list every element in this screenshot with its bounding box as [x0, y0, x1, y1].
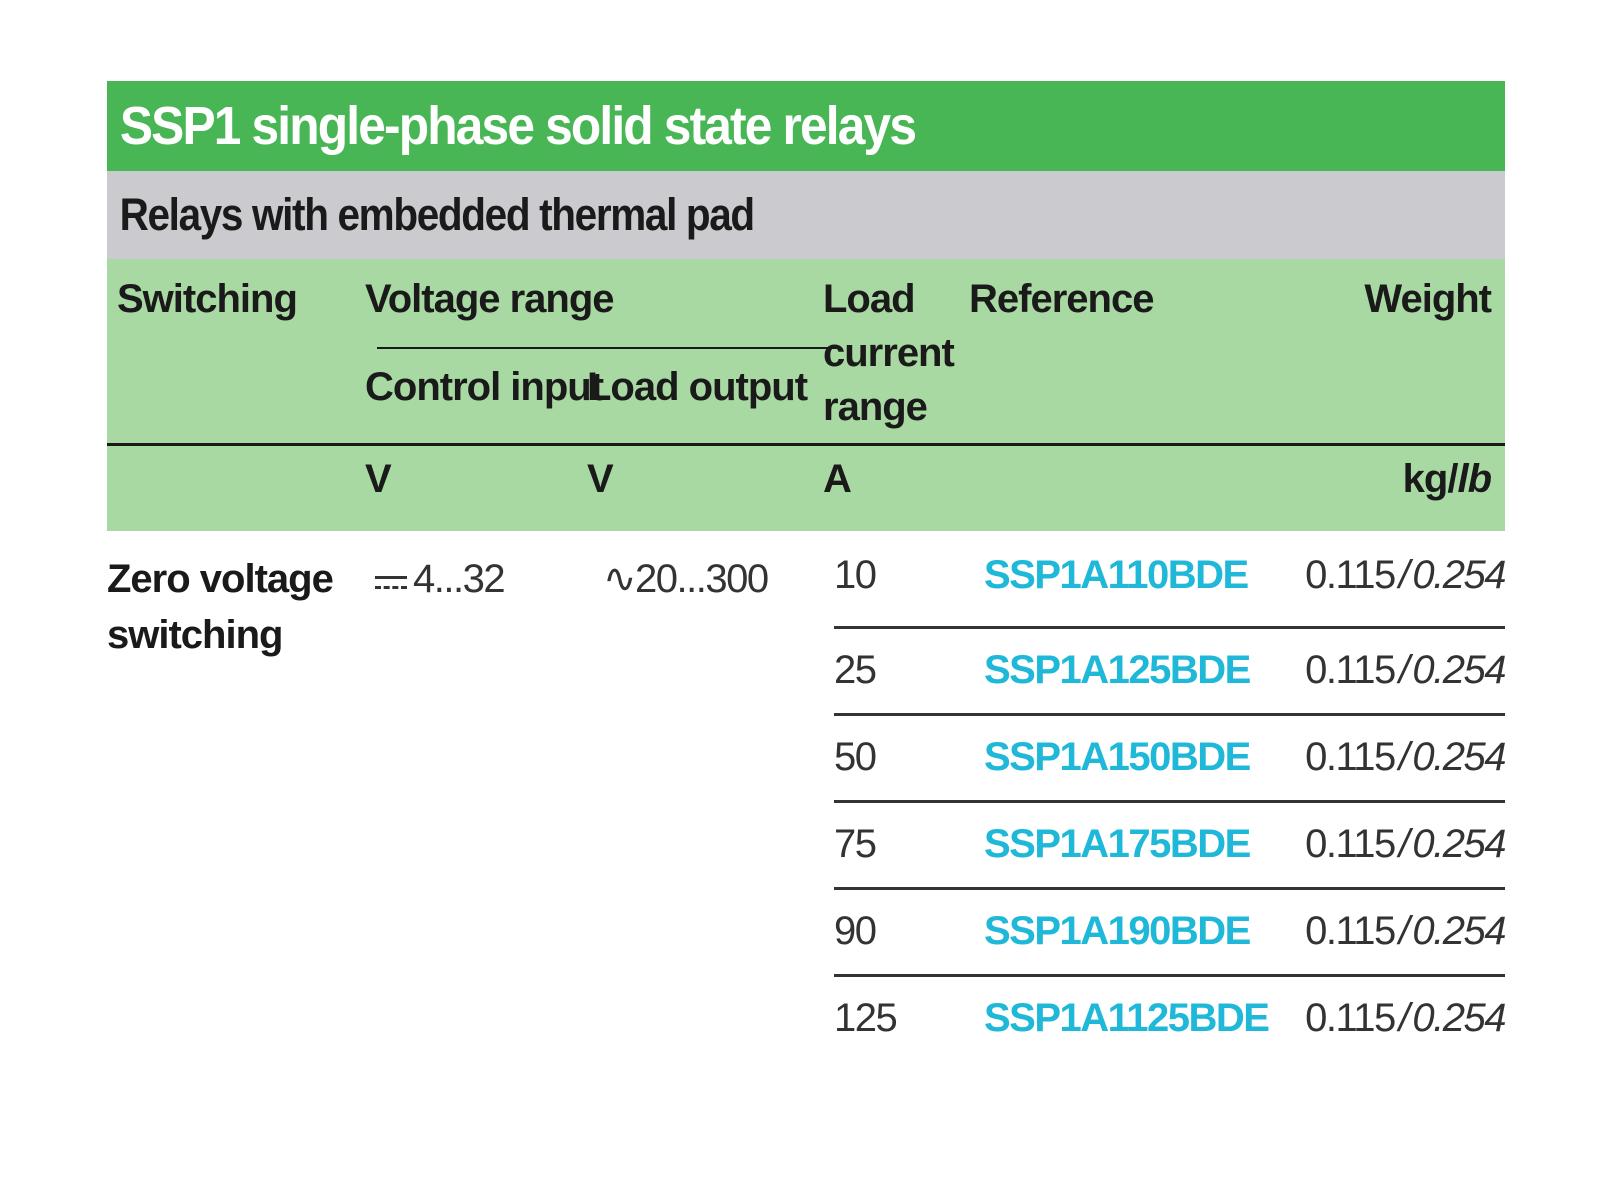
title-bar: SSP1 single-phase solid state relays	[107, 81, 1505, 171]
weight-lb: 0.254	[1412, 909, 1506, 953]
unit-load-current: A	[823, 457, 852, 501]
header-load-output: Load output	[587, 365, 808, 409]
weight-kg: 0.115	[1305, 735, 1396, 779]
row-divider	[834, 800, 1505, 803]
table-body: Zero voltage switching 4...32 ∿20...300 …	[107, 531, 1506, 1051]
unit-weight-kg: kg/	[1402, 457, 1459, 501]
weight-kg: 0.115	[1305, 996, 1396, 1040]
weight-slash: /	[1398, 996, 1410, 1040]
weight-value: 0.115/0.254	[1305, 996, 1506, 1041]
subtitle-bar: Relays with embedded thermal pad	[107, 171, 1505, 259]
reference-link[interactable]: SSP1A150BDE	[984, 735, 1251, 779]
weight-kg: 0.115	[1305, 822, 1396, 866]
table-row: 25 SSP1A125BDE 0.115/0.254	[834, 626, 1506, 714]
load-current: 50	[834, 735, 877, 779]
weight-value: 0.115/0.254	[1305, 553, 1506, 598]
switching-type: Zero voltage switching	[107, 551, 334, 663]
header-load-current-2: current	[823, 331, 955, 375]
weight-lb: 0.254	[1412, 553, 1506, 597]
header-control-input: Control input	[365, 365, 604, 409]
table-row: 125 SSP1A1125BDE 0.115/0.254	[834, 974, 1506, 1062]
header-rule	[107, 443, 1505, 446]
load-current: 25	[834, 648, 877, 692]
header-divider	[377, 347, 837, 349]
dc-symbol-icon	[375, 568, 409, 594]
reference-link[interactable]: SSP1A1125BDE	[984, 996, 1270, 1040]
control-input-text: 4...32	[413, 557, 506, 601]
load-output-value: ∿20...300	[603, 557, 769, 601]
unit-control-input: V	[365, 457, 392, 501]
weight-slash: /	[1398, 648, 1410, 692]
header-switching: Switching	[117, 277, 298, 321]
load-current: 75	[834, 822, 877, 866]
product-table: SSP1 single-phase solid state relays Rel…	[107, 81, 1506, 1051]
reference-link[interactable]: SSP1A125BDE	[984, 648, 1251, 692]
weight-lb: 0.254	[1412, 648, 1506, 692]
header-load-current-1: Load	[823, 277, 916, 321]
page-title: SSP1 single-phase solid state relays	[119, 96, 917, 156]
reference-link[interactable]: SSP1A110BDE	[984, 553, 1249, 597]
weight-kg: 0.115	[1305, 553, 1396, 597]
row-divider	[834, 626, 1505, 629]
load-current: 125	[834, 996, 898, 1040]
table-row: 90 SSP1A190BDE 0.115/0.254	[834, 887, 1506, 975]
header-voltage-range: Voltage range	[365, 277, 615, 321]
weight-slash: /	[1398, 735, 1410, 779]
reference-link[interactable]: SSP1A175BDE	[984, 822, 1251, 866]
weight-value: 0.115/0.254	[1305, 909, 1506, 954]
table-row: 50 SSP1A150BDE 0.115/0.254	[834, 713, 1506, 801]
unit-weight: kg/lb	[1402, 457, 1492, 501]
header-load-current-3: range	[823, 385, 928, 429]
row-divider	[834, 713, 1505, 716]
reference-link[interactable]: SSP1A190BDE	[984, 909, 1251, 953]
weight-kg: 0.115	[1305, 648, 1396, 692]
row-divider	[834, 887, 1505, 890]
weight-value: 0.115/0.254	[1305, 735, 1506, 780]
control-input-value: 4...32	[375, 557, 506, 601]
weight-lb: 0.254	[1412, 996, 1506, 1040]
weight-value: 0.115/0.254	[1305, 648, 1506, 693]
header-reference: Reference	[969, 277, 1154, 321]
load-current: 90	[834, 909, 877, 953]
page-subtitle: Relays with embedded thermal pad	[119, 189, 756, 240]
unit-load-output: V	[587, 457, 614, 501]
table-row: 75 SSP1A175BDE 0.115/0.254	[834, 800, 1506, 888]
weight-lb: 0.254	[1412, 822, 1506, 866]
unit-weight-lb: lb	[1457, 457, 1492, 501]
load-current: 10	[834, 553, 877, 597]
weight-slash: /	[1398, 909, 1410, 953]
weight-kg: 0.115	[1305, 909, 1396, 953]
table-row: 10 SSP1A110BDE 0.115/0.254	[834, 531, 1506, 619]
switching-line1: Zero voltage	[107, 557, 334, 601]
weight-slash: /	[1398, 553, 1410, 597]
row-divider	[834, 974, 1505, 977]
weight-value: 0.115/0.254	[1305, 822, 1506, 867]
table-header: Switching Voltage range Control input Lo…	[107, 259, 1505, 531]
weight-lb: 0.254	[1412, 735, 1506, 779]
weight-slash: /	[1398, 822, 1410, 866]
switching-line2: switching	[107, 613, 283, 657]
header-weight: Weight	[1364, 277, 1492, 321]
